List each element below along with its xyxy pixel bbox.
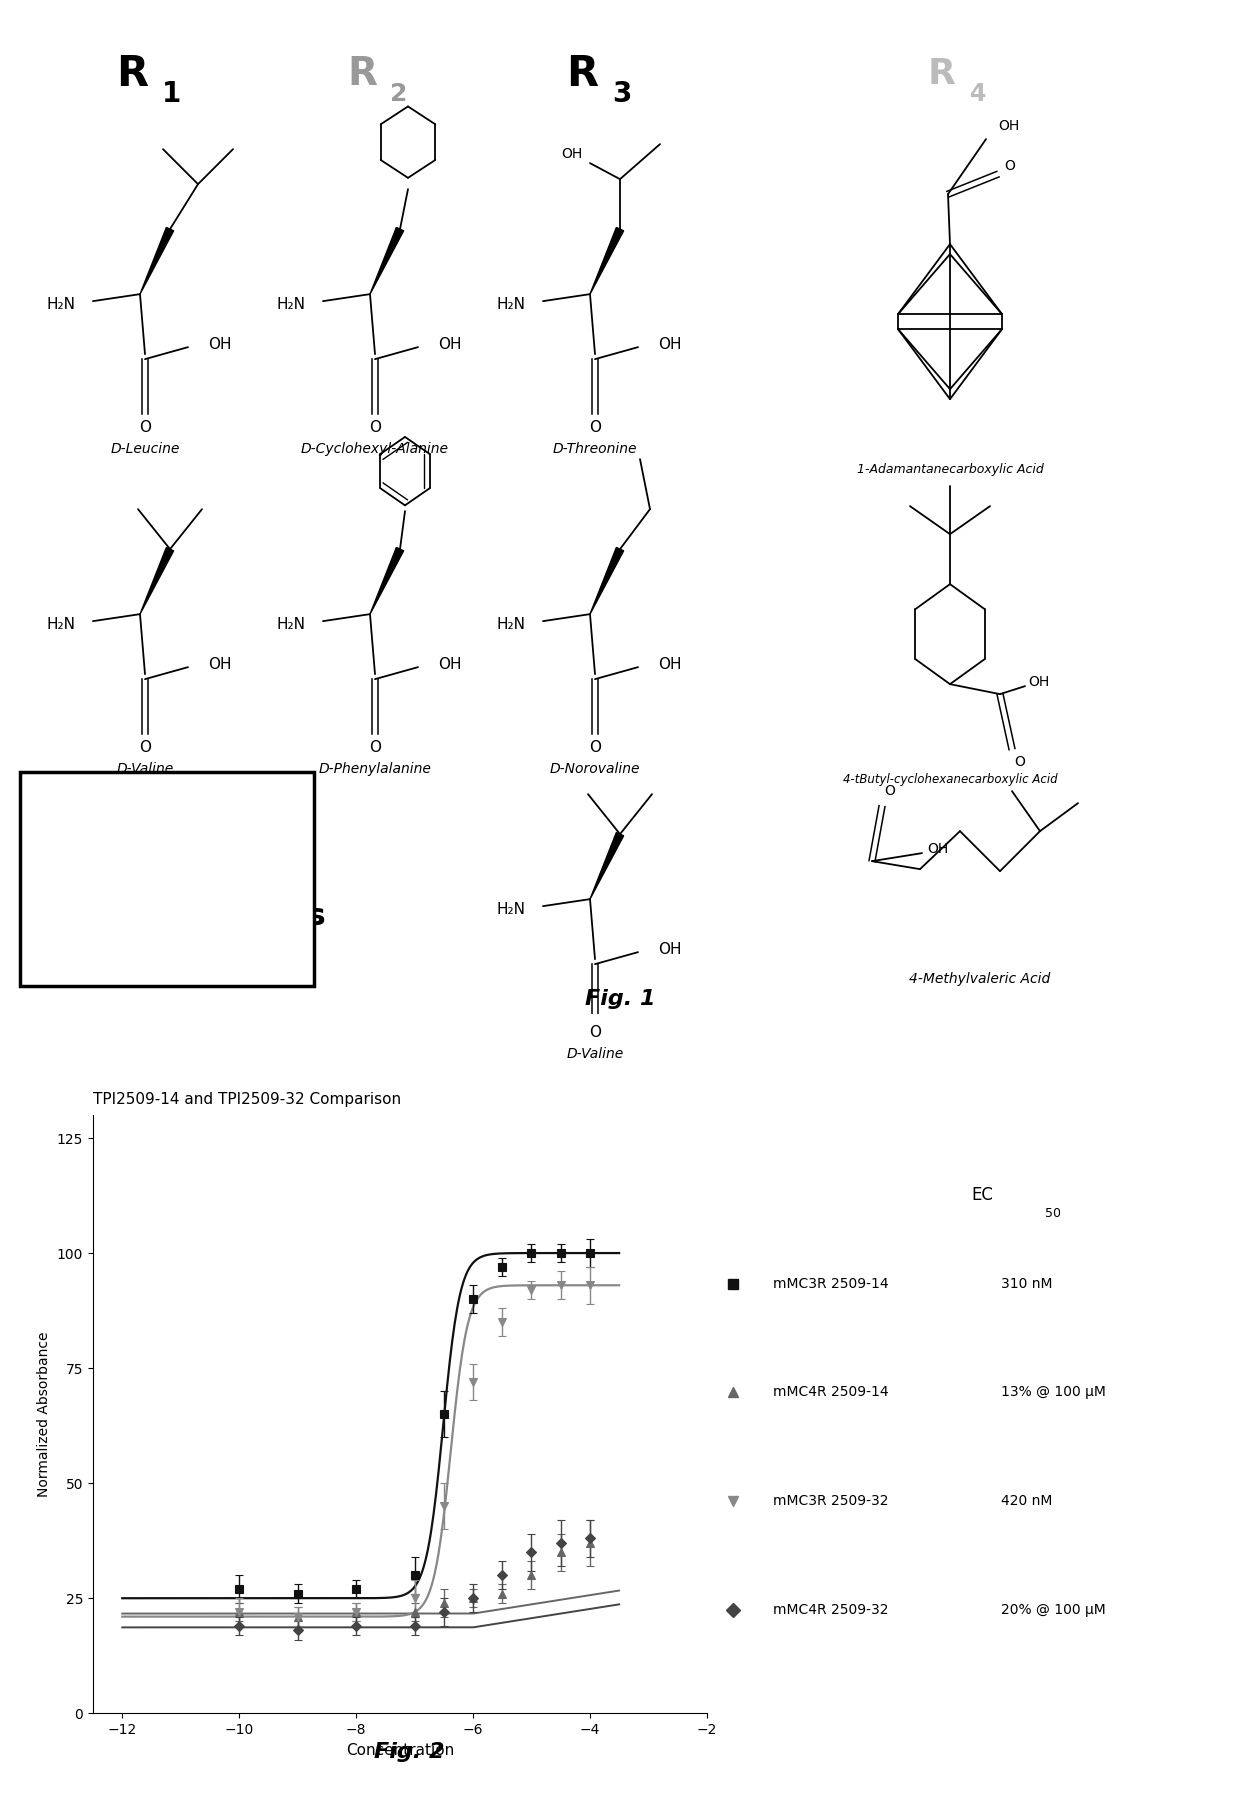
Polygon shape: [590, 548, 624, 615]
Text: 50: 50: [1045, 1207, 1061, 1220]
Text: H₂N: H₂N: [496, 297, 525, 312]
Text: OH: OH: [658, 337, 682, 352]
Text: O: O: [589, 419, 601, 435]
Text: O: O: [139, 419, 151, 435]
Text: O: O: [139, 740, 151, 754]
Text: H₂N: H₂N: [496, 901, 525, 917]
Text: OH: OH: [560, 147, 582, 161]
Text: R: R: [115, 53, 148, 94]
Text: D-Norovaline: D-Norovaline: [549, 761, 640, 776]
Text: 4-tButyl-cyclohexanecarboxylic Acid: 4-tButyl-cyclohexanecarboxylic Acid: [843, 772, 1058, 785]
Text: 3: 3: [613, 80, 631, 109]
Text: Fig. 2: Fig. 2: [374, 1742, 444, 1762]
Polygon shape: [370, 227, 404, 294]
Text: mMC3R 2509-14: mMC3R 2509-14: [773, 1276, 888, 1291]
Text: D-Threonine: D-Threonine: [553, 442, 637, 457]
Text: 2: 2: [391, 82, 408, 107]
Text: O: O: [1014, 756, 1025, 769]
Text: O: O: [589, 740, 601, 754]
Text: = 36 compounds: = 36 compounds: [40, 901, 326, 930]
Text: 1-Adamantanecarboxylic Acid: 1-Adamantanecarboxylic Acid: [857, 462, 1043, 475]
Polygon shape: [370, 548, 404, 615]
Text: OH: OH: [658, 656, 682, 671]
Text: D-Phenylalanine: D-Phenylalanine: [319, 761, 432, 776]
Text: 3: 3: [255, 825, 277, 854]
Text: R: R: [928, 58, 956, 91]
Text: H₂N: H₂N: [277, 297, 305, 312]
Text: D-Leucine: D-Leucine: [110, 442, 180, 457]
Text: D-Valine: D-Valine: [567, 1048, 624, 1061]
Text: 4: 4: [970, 82, 986, 107]
Text: 20% @ 100 μM: 20% @ 100 μM: [1001, 1603, 1105, 1617]
Text: H₂N: H₂N: [46, 616, 74, 631]
Text: x 3 x: x 3 x: [128, 825, 231, 854]
Text: O: O: [589, 1024, 601, 1039]
Text: OH: OH: [208, 656, 232, 671]
Text: mMC4R 2509-14: mMC4R 2509-14: [773, 1385, 888, 1400]
Text: O: O: [1004, 160, 1016, 172]
Text: 2: 2: [108, 825, 129, 854]
Text: 13% @ 100 μM: 13% @ 100 μM: [1001, 1385, 1106, 1400]
FancyBboxPatch shape: [20, 772, 314, 986]
Polygon shape: [140, 227, 174, 294]
X-axis label: Concentration: Concentration: [346, 1742, 454, 1757]
Text: OH: OH: [438, 656, 461, 671]
Text: Fig. 1: Fig. 1: [585, 990, 655, 1010]
Text: D-Cyclohexyl-Alanine: D-Cyclohexyl-Alanine: [301, 442, 449, 457]
Text: mMC4R 2509-32: mMC4R 2509-32: [773, 1603, 888, 1617]
Text: H₂N: H₂N: [496, 616, 525, 631]
Text: mMC3R 2509-32: mMC3R 2509-32: [773, 1494, 888, 1508]
Text: EC: EC: [971, 1186, 993, 1204]
Text: R: R: [565, 53, 598, 94]
Text: O: O: [370, 419, 381, 435]
Polygon shape: [140, 548, 174, 615]
Text: H₂N: H₂N: [277, 616, 305, 631]
Text: 420 nM: 420 nM: [1001, 1494, 1052, 1508]
Text: OH: OH: [438, 337, 461, 352]
Polygon shape: [590, 832, 624, 899]
Text: H₂N: H₂N: [46, 297, 74, 312]
Text: 310 nM: 310 nM: [1001, 1276, 1053, 1291]
Text: OH: OH: [928, 843, 949, 856]
Text: 2 x: 2 x: [40, 825, 102, 854]
Text: R: R: [347, 54, 377, 92]
Text: OH: OH: [998, 120, 1019, 132]
Text: OH: OH: [658, 941, 682, 957]
Text: D-Valine: D-Valine: [117, 761, 174, 776]
Text: O: O: [884, 785, 895, 798]
Text: TPI2509-14 and TPI2509-32 Comparison: TPI2509-14 and TPI2509-32 Comparison: [93, 1091, 401, 1108]
Text: OH: OH: [208, 337, 232, 352]
Text: O: O: [370, 740, 381, 754]
Text: 1: 1: [162, 80, 181, 109]
Polygon shape: [590, 227, 624, 294]
Y-axis label: Normalized Absorbance: Normalized Absorbance: [37, 1331, 51, 1498]
Text: 4-Methylvaleric Acid: 4-Methylvaleric Acid: [909, 972, 1050, 986]
Text: OH: OH: [1028, 674, 1049, 689]
